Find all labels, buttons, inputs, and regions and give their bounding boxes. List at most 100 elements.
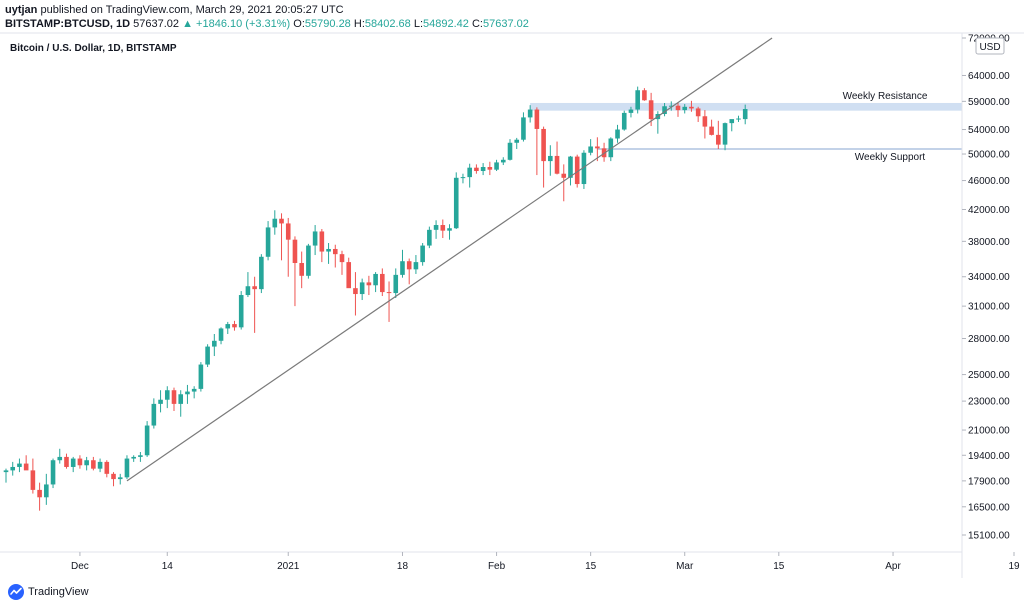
candle-body [245,286,251,296]
y-tick-label: 54000.00 [968,125,1010,136]
candle-body [393,274,399,294]
currency-label: USD [979,42,1000,53]
candle-body [64,456,69,467]
candle-body [702,116,708,127]
candle-body [427,229,432,246]
candle-body [507,142,513,160]
y-tick-label: 38000.00 [968,237,1010,248]
candle-body [467,167,472,178]
candle-body [433,225,439,230]
y-tick-label: 31000.00 [968,302,1010,313]
candle-body [292,239,298,264]
candle-body [736,118,741,120]
weekly-support-label: Weekly Support [855,152,926,163]
candle-body [474,167,479,172]
candle-body [561,173,567,178]
candle-body [232,324,237,328]
candle-body [709,126,714,135]
candle-body [742,109,748,120]
candle-body [487,167,493,170]
candle-body [252,286,257,290]
trendline [126,37,773,482]
y-tick-label: 64000.00 [968,71,1010,82]
y-tick-label: 50000.00 [968,150,1010,161]
candle-body [191,388,197,392]
candle-body [500,159,506,163]
candle-body [353,288,358,295]
candle-body [158,399,163,404]
candle-body [695,108,701,117]
candle-body [30,470,36,490]
candle-body [682,106,688,111]
candle-body [521,117,526,140]
y-tick-label: 59000.00 [968,97,1010,108]
candle-body [359,282,365,295]
candle-body [306,245,311,276]
y-tick-label: 19400.00 [968,451,1010,462]
candle-body [675,105,681,111]
close-value: 57637.02 [482,18,529,30]
candle-body [238,295,244,328]
author-name[interactable]: uytjan [5,4,38,16]
candle-body [131,456,136,459]
price-axis[interactable]: 15100.00 16500.00 17900.00 19400.00 21000.00… [962,34,1010,542]
candle-body [527,109,533,118]
y-tick-label: 25000.00 [968,370,1010,381]
x-tick-label: Apr [885,561,901,572]
candle-body [198,364,204,389]
currency-badge[interactable] [975,37,1005,55]
candle-body [722,123,728,145]
candle-body [57,456,63,461]
chart-header: uytjan published on TradingView.com, Mar… [5,3,1020,31]
candle-body [668,105,674,107]
candle-body [151,403,157,426]
open-label: O: [293,18,305,30]
y-tick-label: 28000.00 [968,334,1010,345]
candle-body [339,254,345,263]
candle-body [453,177,459,229]
annotations-layer: Weekly Resistance Weekly Support [530,91,962,163]
candle-body [662,106,667,115]
trend-layer [126,37,773,482]
ohlc-legend: BITSTAMP:BTCUSD, 1D 57637.02 ▲ +1846.10 … [5,17,1020,31]
candle-body [534,109,540,129]
candle-body [729,119,735,124]
candle-body [279,218,284,224]
time-axis[interactable]: Dec14202118Feb15Mar15Apr19May [71,552,1024,572]
candle-body [312,231,318,246]
low-label: L: [413,18,424,30]
candle-body [635,90,640,110]
candle-body [689,106,694,109]
candle-body [77,458,83,466]
candle-body [386,292,392,294]
publish-info: uytjan published on TradingView.com, Mar… [5,3,1020,17]
candle-body [299,263,304,276]
candle-body [23,463,29,471]
candle-body [171,390,177,404]
candle-body [91,460,96,469]
candle-body [420,245,425,263]
y-tick-label: 23000.00 [968,397,1010,408]
candles-layer [3,86,748,511]
candle-body [595,146,600,149]
candle-body [413,262,419,270]
candle-body [117,477,123,480]
weekly-resistance-band [530,102,962,111]
candle-body [319,231,325,252]
candle-body [50,460,56,485]
candle-body [615,129,620,139]
candle-body [111,473,116,480]
tradingview-branding[interactable]: TradingView [8,583,89,601]
candle-body [84,460,89,466]
price-change: ▲ +1846.10 (+3.31%) [182,18,291,30]
close-label: C: [471,18,483,30]
y-tick-label: 46000.00 [968,176,1010,187]
candle-body [608,138,614,158]
candle-body [326,248,331,252]
x-tick-label: 18 [397,561,409,572]
symbol-label: BITSTAMP:BTCUSD, 1D [5,18,131,30]
high-label: H: [353,18,365,30]
candle-body [642,90,647,101]
candle-body [406,261,412,270]
